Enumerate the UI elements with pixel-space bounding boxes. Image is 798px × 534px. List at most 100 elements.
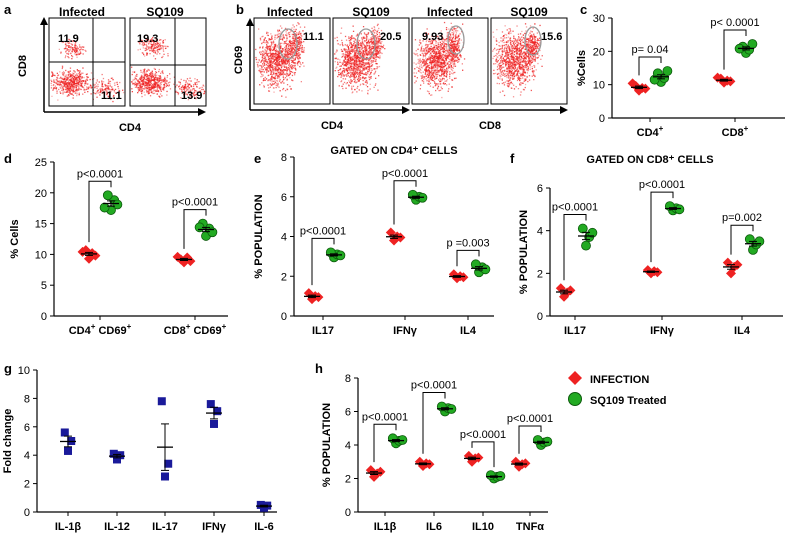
- facs-event: [360, 43, 362, 45]
- facs-event: [303, 41, 305, 43]
- facs-event: [289, 53, 291, 55]
- facs-event: [377, 44, 379, 47]
- facs-event: [266, 71, 268, 74]
- facs-event: [359, 52, 362, 54]
- facs-event: [286, 59, 289, 62]
- facs-event: [199, 90, 202, 92]
- facs-event: [415, 80, 417, 82]
- facs-event: [430, 94, 432, 96]
- facs-event: [437, 59, 439, 61]
- facs-event: [452, 38, 454, 40]
- facs-event: [163, 79, 165, 81]
- facs-event: [276, 65, 278, 67]
- facs-event: [416, 77, 418, 79]
- facs-event: [59, 86, 61, 88]
- facs-event: [447, 55, 449, 57]
- facs-event: [271, 53, 273, 55]
- facs-event: [281, 42, 283, 44]
- facs-event: [276, 69, 278, 71]
- facs-event: [293, 48, 296, 50]
- facs-event: [158, 75, 160, 77]
- facs-event: [350, 63, 352, 65]
- facs-event: [267, 65, 270, 67]
- facs-event: [163, 89, 165, 91]
- facs-event: [97, 85, 99, 88]
- facs-event: [368, 78, 371, 81]
- facs-event: [354, 56, 356, 58]
- facs-event: [83, 46, 85, 48]
- facs-event: [297, 40, 299, 42]
- facs-event: [157, 51, 159, 53]
- facs-event: [75, 77, 77, 79]
- facs-event: [274, 76, 277, 78]
- facs-event: [342, 73, 344, 75]
- facs-event: [65, 74, 67, 76]
- facs-event: [93, 84, 95, 86]
- facs-event: [379, 41, 381, 43]
- facs-event: [359, 69, 361, 71]
- facs-event: [433, 46, 435, 48]
- facs-event: [257, 61, 259, 64]
- facs-event: [294, 33, 296, 35]
- facs-event: [72, 90, 74, 92]
- facs-event: [446, 63, 448, 65]
- facs-event: [434, 54, 436, 57]
- facs-event: [154, 47, 156, 49]
- facs-event: [60, 92, 62, 94]
- facs-event: [282, 60, 284, 62]
- facs-event: [289, 39, 291, 41]
- facs-event: [375, 60, 377, 62]
- facs-event: [368, 76, 371, 79]
- facs-event: [274, 59, 276, 61]
- facs-event: [132, 79, 134, 81]
- facs-event: [76, 46, 78, 48]
- facs-event: [286, 75, 288, 77]
- facs-event: [441, 77, 444, 80]
- facs-event: [365, 52, 367, 54]
- facs-event: [279, 78, 281, 81]
- facs-event: [291, 51, 294, 53]
- facs-event: [435, 42, 437, 44]
- facs-event: [295, 56, 297, 58]
- facs-event: [353, 54, 356, 56]
- facs-event: [298, 38, 300, 40]
- facs-event: [443, 44, 445, 46]
- facs-event: [458, 39, 460, 41]
- facs-event: [352, 37, 354, 39]
- facs-event: [434, 63, 436, 65]
- facs-event: [152, 92, 154, 95]
- facs-event: [271, 60, 273, 62]
- facs-event: [100, 89, 102, 91]
- facs-event: [286, 37, 288, 39]
- facs-event: [276, 74, 279, 76]
- facs-event: [361, 44, 363, 47]
- facs-event: [455, 32, 457, 34]
- facs-event: [443, 83, 445, 85]
- facs-event: [442, 62, 444, 64]
- facs-event: [345, 68, 347, 70]
- facs-event: [448, 48, 450, 50]
- facs-event: [342, 63, 344, 65]
- facs-event: [183, 87, 186, 89]
- facs-event: [426, 59, 428, 61]
- facs-event: [382, 47, 384, 49]
- facs-event: [194, 82, 196, 84]
- facs-event: [351, 88, 353, 91]
- facs-event: [108, 82, 110, 84]
- facs-event: [448, 88, 450, 90]
- facs-event: [79, 49, 81, 51]
- facs-event: [430, 79, 432, 81]
- facs-event: [152, 37, 154, 39]
- facs-event: [292, 64, 294, 67]
- facs-event: [284, 53, 286, 56]
- facs-event: [436, 46, 438, 48]
- facs-event: [273, 57, 275, 59]
- facs-event: [106, 90, 108, 92]
- facs-event: [375, 39, 377, 41]
- facs-event: [279, 43, 281, 45]
- facs-event: [340, 73, 342, 75]
- facs-event: [287, 47, 290, 50]
- facs-event: [156, 89, 158, 92]
- facs-event: [148, 78, 150, 81]
- facs-event: [422, 76, 425, 78]
